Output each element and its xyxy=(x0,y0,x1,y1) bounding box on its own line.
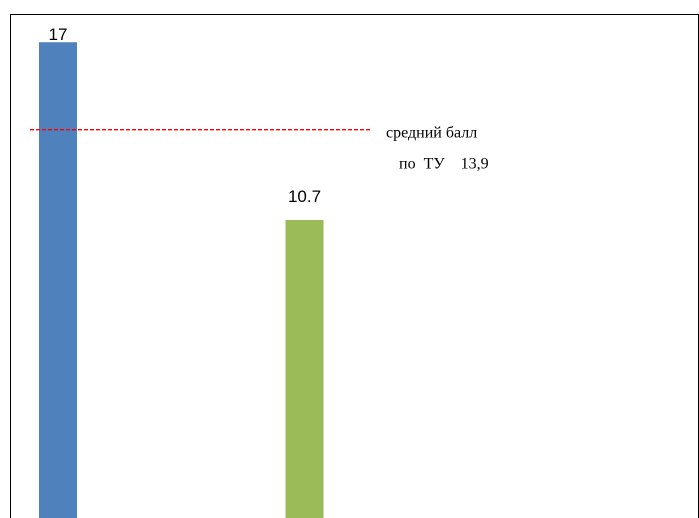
data-label: 10.7 xyxy=(288,187,321,206)
bar xyxy=(285,220,324,518)
bar xyxy=(39,42,77,518)
data-label: 17 xyxy=(49,25,68,44)
annotation: по ТУ 13,9 xyxy=(399,156,489,173)
annotation: средний балл xyxy=(386,125,477,142)
